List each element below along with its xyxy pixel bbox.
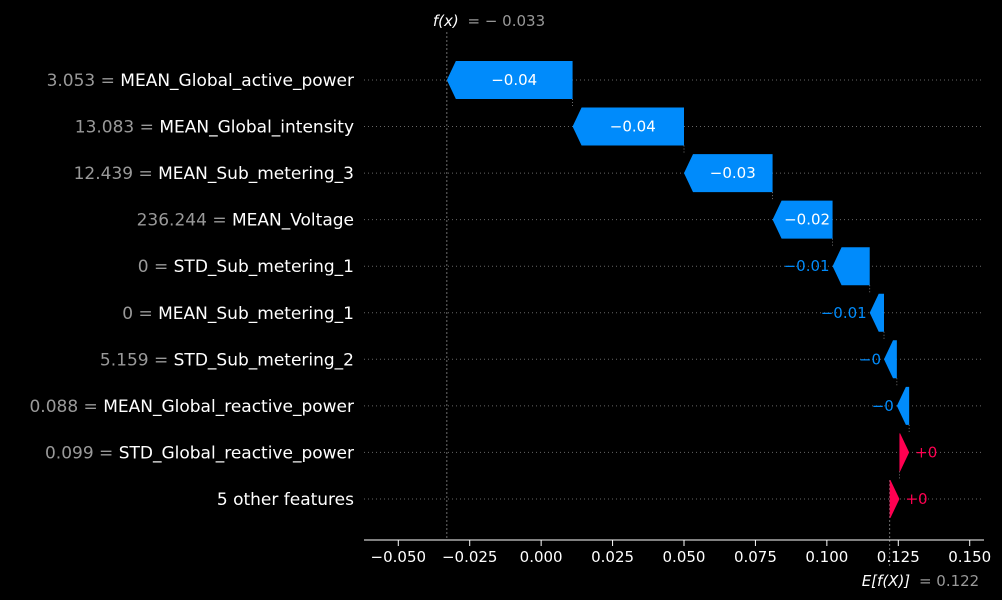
- bar-value-label: −0.04: [491, 71, 537, 89]
- ex-label: E[f(X)]: [862, 572, 911, 590]
- fx-label: f(x): [433, 12, 459, 30]
- feature-value: 0 =: [122, 304, 158, 324]
- feature-name: MEAN_Global_active_power: [120, 71, 354, 91]
- bar-value-label: −0.01: [821, 304, 867, 322]
- reference-lines: [446, 32, 891, 566]
- expected-value-annotation: E[f(X)] = 0.122: [862, 572, 980, 590]
- x-tick-label: 0.150: [948, 548, 991, 566]
- ex-value: = 0.122: [919, 572, 979, 590]
- waterfall-bar: [889, 479, 900, 518]
- feature-label: 0.088 = MEAN_Global_reactive_power: [29, 397, 354, 417]
- waterfall-bar: [684, 154, 773, 193]
- waterfall-bar: [446, 61, 573, 99]
- waterfall-bar: [772, 200, 833, 239]
- x-tick-label: −0.050: [371, 548, 427, 566]
- feature-name: MEAN_Global_intensity: [159, 118, 354, 138]
- fx-annotation: f(x) = − 0.033: [433, 12, 545, 30]
- bar-value-label: −0.01: [784, 257, 830, 275]
- bar-value-label: +0: [915, 443, 937, 461]
- feature-value: 3.053 =: [47, 71, 121, 91]
- feature-value: 236.244 =: [137, 211, 232, 231]
- feature-labels: 3.053 = MEAN_Global_active_power 13.083 =…: [29, 71, 354, 510]
- waterfall-bar: [884, 340, 897, 379]
- feature-label: 3.053 = MEAN_Global_active_power: [47, 71, 354, 91]
- waterfall-bar: [896, 386, 910, 425]
- feature-name: MEAN_Voltage: [232, 211, 354, 231]
- x-tick-label: 0.025: [591, 548, 634, 566]
- feature-label: 5.159 = STD_Sub_metering_2: [100, 350, 354, 370]
- feature-label: 12.439 = MEAN_Sub_metering_3: [74, 164, 354, 184]
- feature-name: STD_Sub_metering_2: [174, 350, 354, 370]
- feature-value: 5.159 =: [100, 350, 174, 370]
- x-tick-label: 0.050: [663, 548, 706, 566]
- bars: −0.04 −0.04 −0.03 −0.02 −0.01 −0.01 −0 −0 +0 +0: [446, 61, 937, 518]
- feature-name: STD_Global_reactive_power: [119, 443, 354, 463]
- feature-value: 12.439 =: [74, 164, 159, 184]
- bar-value-label: −0: [872, 397, 894, 415]
- bar-value-label: −0: [859, 350, 881, 368]
- x-tick-label: 0.100: [805, 548, 848, 566]
- x-tick-label: 0.075: [734, 548, 777, 566]
- waterfall-bar: [899, 433, 910, 472]
- bar-value-label: −0.03: [710, 164, 756, 182]
- feature-label: 13.083 = MEAN_Global_intensity: [75, 118, 354, 138]
- x-tick-label: 0.000: [520, 548, 563, 566]
- feature-value: 13.083 =: [75, 118, 160, 138]
- feature-name: MEAN_Global_reactive_power: [103, 397, 354, 417]
- feature-value: 0 =: [138, 257, 174, 277]
- feature-label: 236.244 = MEAN_Voltage: [137, 211, 354, 231]
- feature-value: 0.099 =: [45, 443, 119, 463]
- x-axis: −0.050 −0.025 0.000 0.025 0.050 0.075 0.100 0.1…: [364, 539, 991, 566]
- feature-name: STD_Sub_metering_1: [174, 257, 354, 277]
- x-tick-label: −0.025: [442, 548, 498, 566]
- waterfall-bar: [869, 293, 884, 332]
- feature-value: 0.088 =: [29, 397, 103, 417]
- x-tick-label: 0.125: [877, 548, 920, 566]
- feature-label: 0.099 = STD_Global_reactive_power: [45, 443, 354, 463]
- feature-label: 5 other features: [217, 490, 354, 510]
- feature-name: 5 other features: [217, 490, 354, 510]
- bar-value-label: −0.02: [784, 211, 830, 229]
- feature-label: 0 = STD_Sub_metering_1: [138, 257, 354, 277]
- bar-value-label: +0: [905, 490, 927, 508]
- feature-name: MEAN_Sub_metering_1: [158, 304, 354, 324]
- feature-label: 0 = MEAN_Sub_metering_1: [122, 304, 354, 324]
- waterfall-bar: [832, 247, 870, 286]
- waterfall-bar: [572, 107, 684, 146]
- fx-value: = − 0.033: [468, 12, 546, 30]
- feature-name: MEAN_Sub_metering_3: [158, 164, 354, 184]
- bar-value-label: −0.04: [610, 118, 656, 136]
